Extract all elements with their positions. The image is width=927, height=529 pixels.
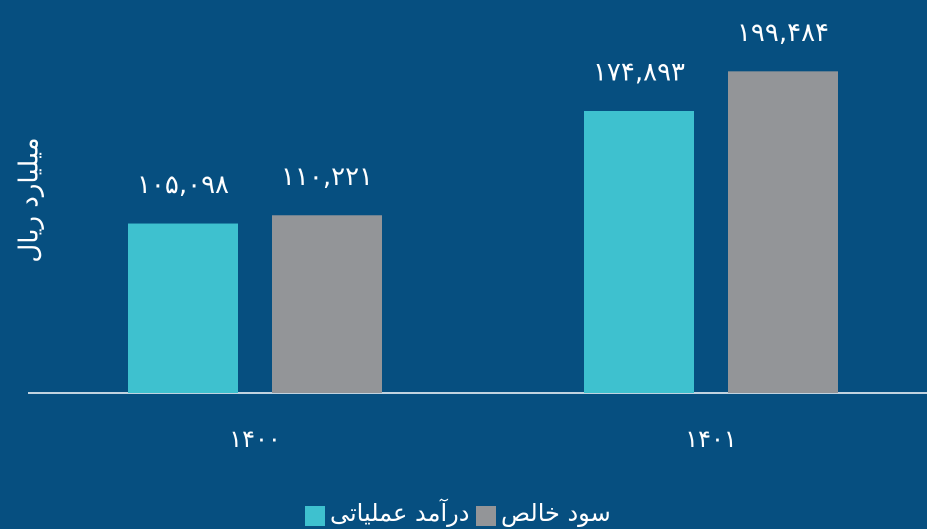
data-label: ۱۹۹,۴۸۴ (737, 18, 829, 48)
bar (128, 223, 238, 393)
legend-swatch (476, 506, 496, 526)
data-label: ۱۱۰,۲۲۱ (281, 162, 373, 192)
legend-label: سود خالص (501, 499, 611, 527)
y-axis-label: میلیارد ریال (15, 137, 45, 262)
bar (272, 215, 382, 393)
legend-label: درآمد عملیاتی (330, 498, 469, 527)
bar (584, 110, 694, 393)
data-label: ۱۰۵,۰۹۸ (137, 170, 229, 200)
data-label: ۱۷۴,۸۹۳ (593, 57, 685, 87)
legend-swatch (305, 506, 325, 526)
bar (728, 71, 838, 394)
x-tick-label: ۱۴۰۱ (685, 425, 737, 453)
x-tick-label: ۱۴۰۰ (229, 425, 281, 453)
